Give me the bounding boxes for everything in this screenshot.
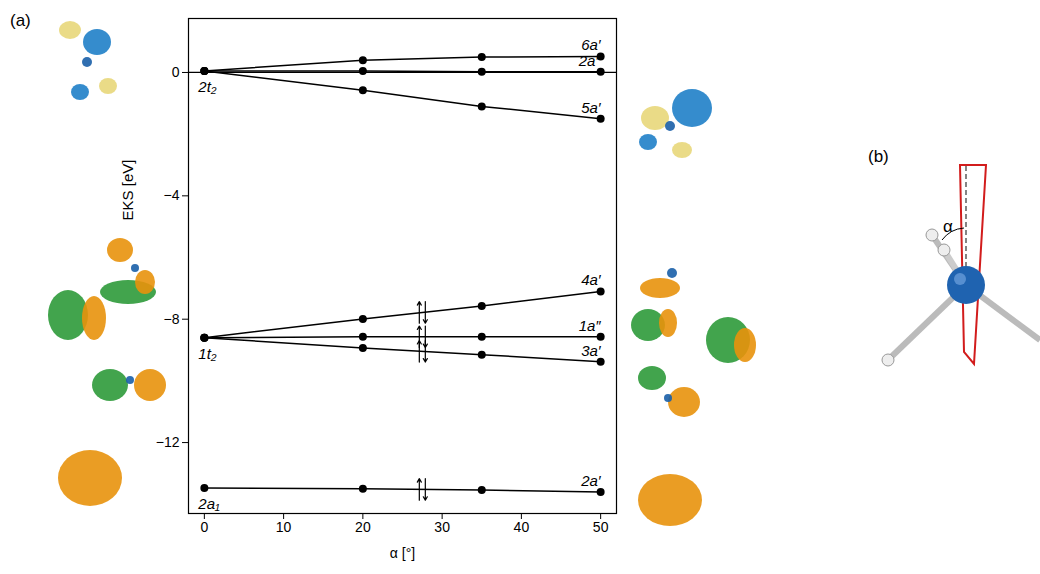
svg-text:30: 30 [434, 519, 450, 535]
svg-text:EKS [eV]: EKS [eV] [119, 160, 136, 221]
svg-text:6a′: 6a′ [581, 36, 601, 54]
svg-text:1a″: 1a″ [579, 317, 602, 334]
svg-text:10: 10 [276, 519, 292, 535]
svg-text:2t₂: 2t₂ [197, 78, 217, 95]
svg-text:1t₂: 1t₂ [198, 345, 217, 362]
svg-text:0: 0 [172, 64, 180, 80]
svg-text:2a₁: 2a₁ [197, 495, 220, 512]
svg-text:(a): (a) [10, 11, 31, 30]
svg-text:α: α [943, 217, 953, 236]
svg-text:50: 50 [593, 519, 609, 535]
svg-text:−4: −4 [164, 187, 180, 203]
svg-text:α [°]: α [°] [390, 545, 415, 561]
svg-text:40: 40 [514, 519, 530, 535]
svg-text:−8: −8 [164, 311, 180, 327]
svg-text:5a′: 5a′ [581, 99, 602, 116]
svg-text:3a′: 3a′ [581, 342, 602, 359]
svg-text:(b): (b) [868, 147, 889, 166]
svg-text:2a′: 2a′ [580, 472, 602, 489]
svg-text:2a″: 2a″ [578, 52, 602, 69]
svg-text:4a′: 4a′ [581, 271, 602, 288]
svg-text:−12: −12 [156, 434, 180, 450]
svg-text:0: 0 [200, 519, 208, 535]
svg-text:20: 20 [355, 519, 371, 535]
